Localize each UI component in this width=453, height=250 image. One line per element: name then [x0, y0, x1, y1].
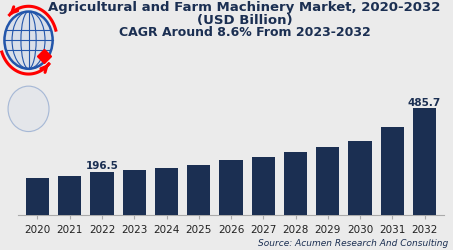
Circle shape	[5, 12, 53, 70]
Text: (USD Billion): (USD Billion)	[197, 14, 293, 27]
Bar	[187, 165, 210, 215]
Bar	[252, 157, 275, 215]
Circle shape	[8, 87, 49, 132]
Bar	[155, 168, 178, 215]
Bar	[219, 160, 243, 215]
Bar	[26, 178, 49, 215]
Bar	[91, 172, 114, 215]
Bar	[284, 152, 307, 215]
Text: 196.5: 196.5	[86, 161, 118, 171]
Bar	[316, 148, 339, 215]
Bar	[58, 176, 82, 215]
Text: 485.7: 485.7	[408, 98, 441, 108]
Bar	[348, 142, 371, 215]
Bar	[413, 108, 436, 215]
Bar	[381, 128, 404, 215]
Text: Source: Acumen Research And Consulting: Source: Acumen Research And Consulting	[258, 238, 448, 248]
Text: CAGR Around 8.6% From 2023-2032: CAGR Around 8.6% From 2023-2032	[119, 26, 371, 39]
Bar	[123, 170, 146, 215]
Text: Agricultural and Farm Machinery Market, 2020-2032: Agricultural and Farm Machinery Market, …	[48, 1, 441, 14]
